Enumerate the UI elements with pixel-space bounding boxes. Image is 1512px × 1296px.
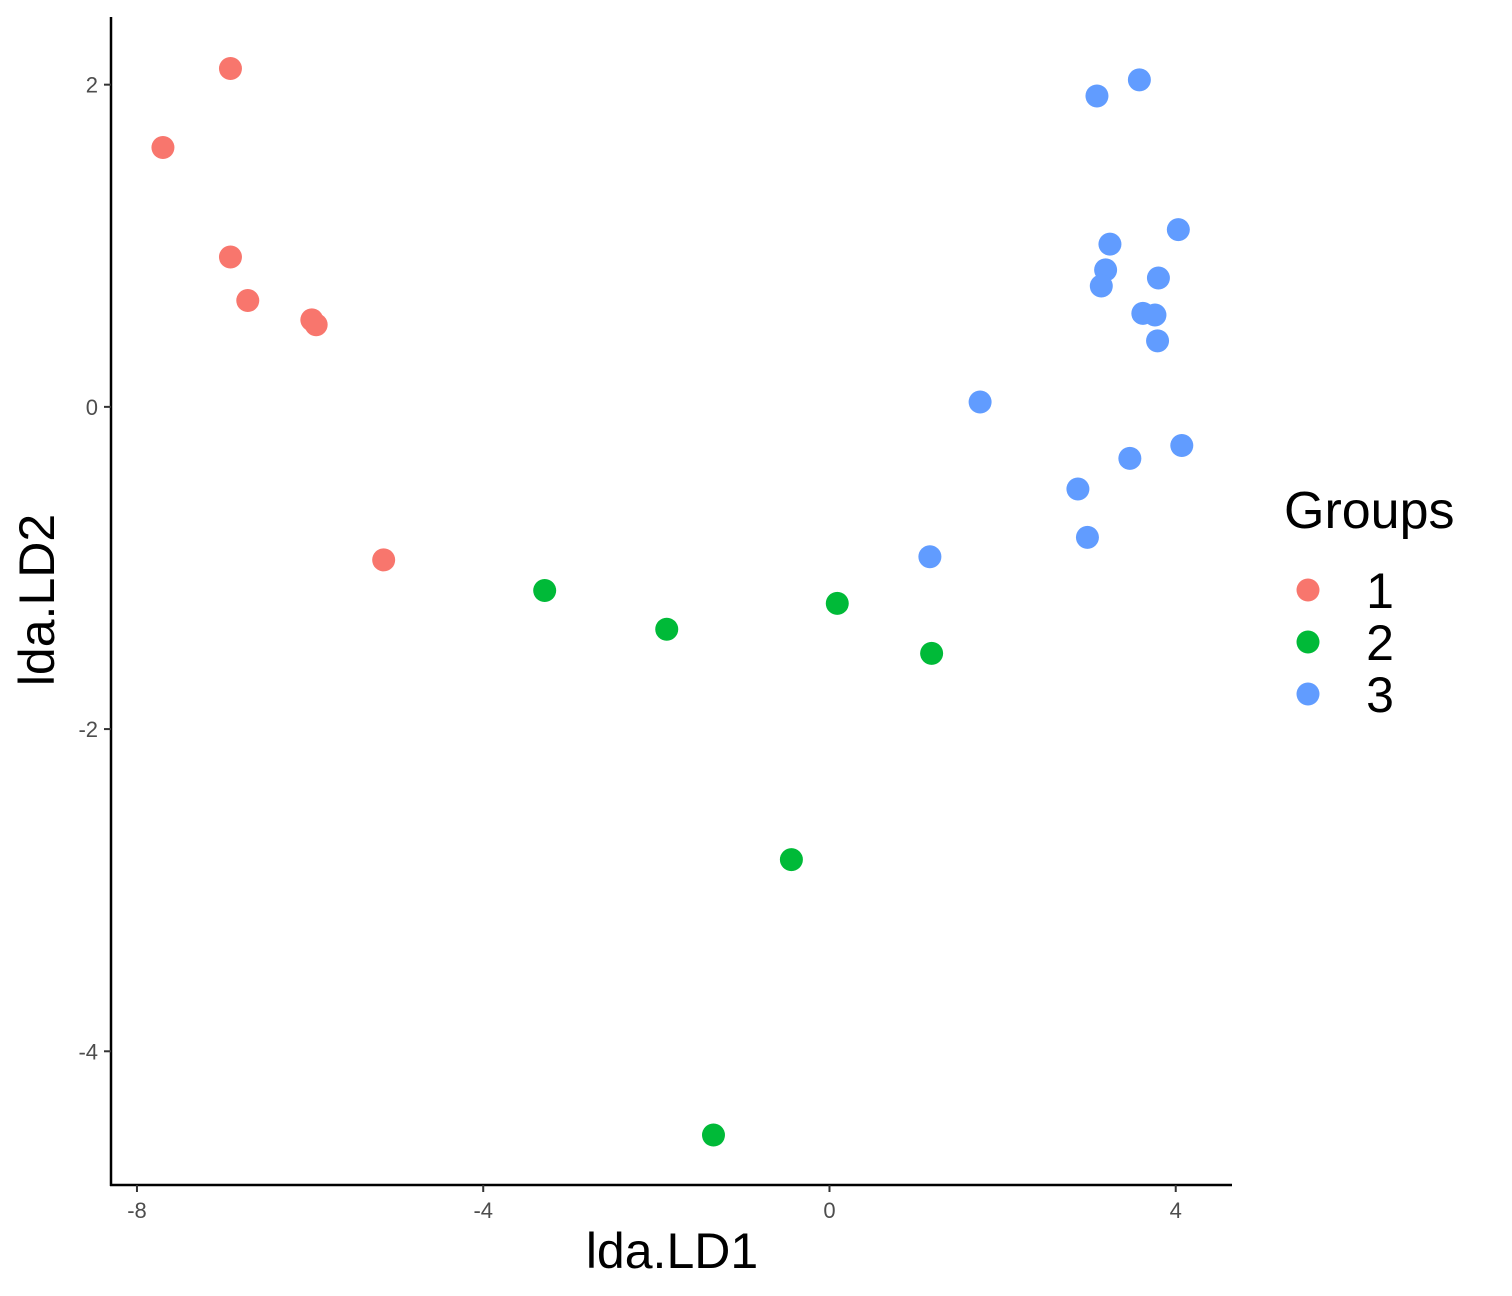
data-point-group-3	[968, 390, 992, 414]
data-point-group-2	[825, 591, 849, 615]
data-point-group-1	[151, 135, 175, 159]
data-point-group-3	[1166, 218, 1190, 242]
data-point-group-1	[218, 57, 242, 81]
data-point-group-2	[533, 579, 557, 603]
data-points	[151, 57, 1194, 1147]
legend-key-2	[1296, 630, 1320, 654]
data-point-group-3	[1098, 232, 1122, 256]
data-point-group-3	[1146, 266, 1170, 290]
legend-title: Groups	[1284, 482, 1455, 540]
data-point-group-3	[1085, 84, 1109, 108]
x-tick-label: -8	[127, 1198, 147, 1223]
legend-label-2: 2	[1366, 615, 1394, 671]
legend-key-1	[1296, 578, 1320, 602]
data-point-group-2	[779, 848, 803, 872]
y-tick-label: 2	[86, 73, 98, 98]
x-tick-label: 0	[823, 1198, 835, 1223]
data-point-group-2	[701, 1123, 725, 1147]
legend-label-1: 1	[1366, 563, 1394, 619]
legend-label-3: 3	[1366, 667, 1394, 723]
data-point-group-3	[918, 545, 942, 569]
data-point-group-3	[1143, 303, 1167, 327]
legend-key-3	[1296, 682, 1320, 706]
data-point-group-3	[1066, 477, 1090, 501]
x-tick-label: 4	[1170, 1198, 1182, 1223]
y-tick-label: 0	[86, 395, 98, 420]
data-point-group-1	[304, 313, 328, 337]
y-axis-title: lda.LD2	[9, 514, 65, 686]
data-point-group-2	[655, 617, 679, 641]
data-point-group-3	[1089, 274, 1113, 298]
x-axis-title: lda.LD1	[586, 1223, 758, 1279]
data-point-group-3	[1075, 525, 1099, 549]
data-point-group-3	[1146, 329, 1170, 353]
y-tick-label: -2	[78, 717, 98, 742]
data-point-group-1	[372, 548, 396, 572]
data-point-group-2	[920, 641, 944, 665]
data-point-group-3	[1118, 446, 1142, 470]
y-tick-label: -4	[78, 1039, 98, 1064]
data-point-group-1	[218, 245, 242, 269]
x-tick-label: -4	[473, 1198, 493, 1223]
data-point-group-3	[1127, 68, 1151, 92]
legend: Groups 123	[1284, 482, 1455, 723]
data-point-group-3	[1170, 434, 1194, 458]
axes: -8 -4 0 4 2 0 -2 -4	[78, 17, 1232, 1223]
data-point-group-1	[236, 289, 260, 313]
